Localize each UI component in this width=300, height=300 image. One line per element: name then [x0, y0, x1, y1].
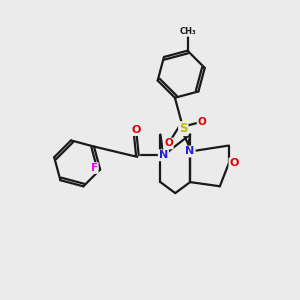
- Text: O: O: [230, 158, 239, 168]
- Text: O: O: [164, 139, 173, 148]
- Text: N: N: [185, 146, 195, 157]
- Text: S: S: [179, 122, 188, 135]
- Text: CH₃: CH₃: [179, 27, 196, 36]
- Text: N: N: [159, 150, 168, 160]
- Text: O: O: [132, 125, 141, 135]
- Text: O: O: [198, 117, 206, 127]
- Text: F: F: [91, 163, 98, 173]
